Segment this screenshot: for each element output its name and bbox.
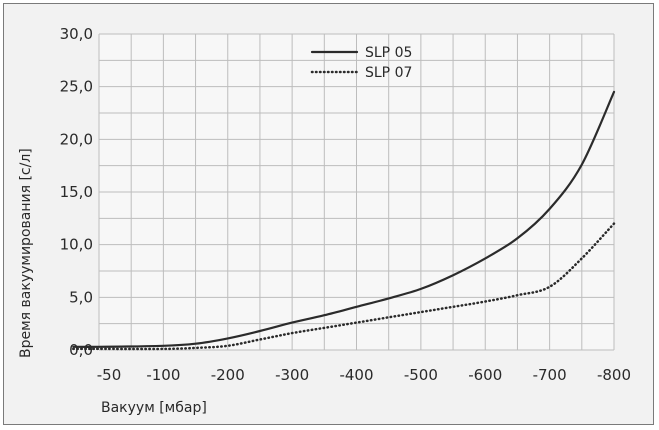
x-tick-labels: -50 -100 -200 -300 -400 -500 -600 -700 -800 <box>97 366 631 384</box>
legend-label: SLP 07 <box>365 65 412 81</box>
y-axis-title: Время вакуумирования [с/л] <box>18 148 34 358</box>
series-line-slp-07 <box>72 222 616 351</box>
x-tick-label: -700 <box>533 366 567 384</box>
grid-lines <box>98 33 615 351</box>
chart-frame: 0,0 5,0 10,0 15,0 20,0 25,0 30,0 -50 -100 -200 -3… <box>3 3 654 425</box>
legend: SLP 05 SLP 07 <box>310 45 412 81</box>
x-tick-label: -500 <box>404 366 438 384</box>
x-tick-label: -600 <box>468 366 502 384</box>
y-tick-label: 0,0 <box>69 341 93 359</box>
x-tick-label: -800 <box>597 366 631 384</box>
y-tick-label: 25,0 <box>60 78 93 96</box>
x-axis-title: Вакуум [мбар] <box>101 400 207 416</box>
y-tick-label: 30,0 <box>60 25 93 43</box>
x-tick-label: -50 <box>97 366 122 384</box>
y-tick-label: 5,0 <box>69 288 93 306</box>
y-tick-label: 15,0 <box>60 183 93 201</box>
y-tick-label: 10,0 <box>60 236 93 254</box>
x-tick-label: -200 <box>211 366 245 384</box>
y-tick-label: 20,0 <box>60 130 93 148</box>
x-tick-label: -300 <box>275 366 309 384</box>
chart-svg: 0,0 5,0 10,0 15,0 20,0 25,0 30,0 -50 -100 -200 -3… <box>18 25 631 416</box>
legend-label: SLP 05 <box>365 45 412 61</box>
series-line-slp-05 <box>72 90 616 348</box>
y-tick-labels: 0,0 5,0 10,0 15,0 20,0 25,0 30,0 <box>60 25 93 359</box>
series-lines <box>72 90 616 351</box>
x-tick-label: -400 <box>339 366 373 384</box>
x-tick-label: -100 <box>146 366 180 384</box>
